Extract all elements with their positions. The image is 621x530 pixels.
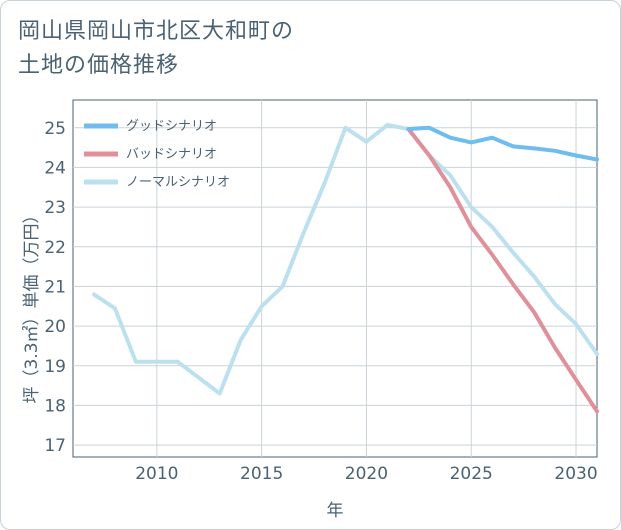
good-scenario-legend-label: グッドシナリオ xyxy=(126,119,217,134)
chart-title-line-1: 岡山県岡山市北区大和町の xyxy=(18,19,295,44)
x-tick-label-2015: 2015 xyxy=(240,464,283,484)
x-axis-tick-labels: 2010 2015 2020 2025 2030 xyxy=(135,464,597,484)
y-tick-label-25: 25 xyxy=(44,119,66,139)
y-tick-label-24: 24 xyxy=(44,158,66,178)
x-tick-label-2020: 2020 xyxy=(345,464,388,484)
x-axis-label: 年 xyxy=(327,501,344,521)
y-tick-label-21: 21 xyxy=(44,277,66,297)
x-tick-label-2030: 2030 xyxy=(554,464,597,484)
y-tick-label-19: 19 xyxy=(44,357,66,377)
y-axis-tick-labels: 17 18 19 20 21 22 23 24 25 xyxy=(44,119,66,456)
normal-scenario-line xyxy=(92,123,599,396)
horizontal-gridlines xyxy=(73,127,597,446)
bad-scenario-legend-label: バッドシナリオ xyxy=(126,147,217,162)
y-tick-label-18: 18 xyxy=(44,396,66,416)
chart-title-line-2: 土地の価格推移 xyxy=(18,53,180,78)
y-tick-label-22: 22 xyxy=(44,238,66,258)
bad-scenario-line xyxy=(406,127,599,414)
y-tick-label-17: 17 xyxy=(44,436,66,456)
x-tick-label-2010: 2010 xyxy=(135,464,178,484)
y-axis-label: 坪（3.3㎡）単価（万円） xyxy=(22,206,42,403)
x-tick-label-2025: 2025 xyxy=(450,464,493,484)
normal-scenario-legend-label: ノーマルシナリオ xyxy=(126,175,230,190)
y-tick-label-20: 20 xyxy=(44,317,66,337)
chart-title: 岡山県岡山市北区大和町の 土地の価格推移 xyxy=(18,15,294,83)
y-tick-label-23: 23 xyxy=(44,198,66,218)
good-scenario-line xyxy=(406,125,599,162)
series-lines xyxy=(92,123,599,414)
vertical-gridlines xyxy=(156,100,577,457)
